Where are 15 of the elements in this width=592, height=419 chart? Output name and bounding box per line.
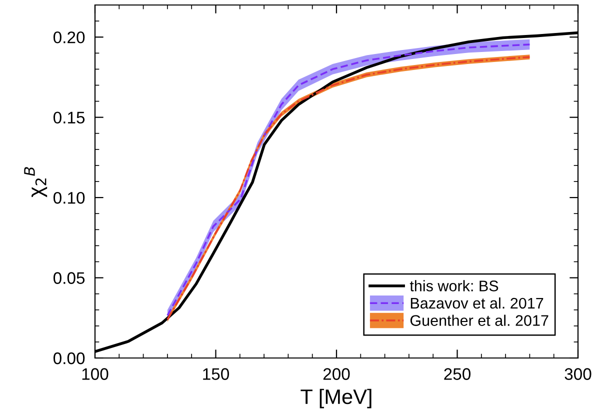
y-tick-label: 0.10 <box>53 192 85 204</box>
y-tick-label: 0.05 <box>53 272 85 284</box>
legend-label: Guenther et al. 2017 <box>410 314 548 326</box>
legend-label: this work: BS <box>410 280 498 292</box>
y-axis-title: χ$_{2}$$^{B}$ <box>24 167 48 198</box>
x-tick-label: 150 <box>203 368 230 380</box>
x-tick-label: 200 <box>323 368 350 380</box>
x-axis-title: T [MeV] <box>300 388 372 408</box>
y-tick-label: 0.15 <box>53 112 85 124</box>
x-tick-label: 100 <box>82 368 108 380</box>
y-tick-label: 0.00 <box>53 352 85 364</box>
legend-label: Bazavov et al. 2017 <box>410 297 544 309</box>
x-tick-label: 250 <box>444 368 471 380</box>
x-tick-label: 300 <box>564 368 592 380</box>
y-tick-label: 0.20 <box>53 31 85 44</box>
